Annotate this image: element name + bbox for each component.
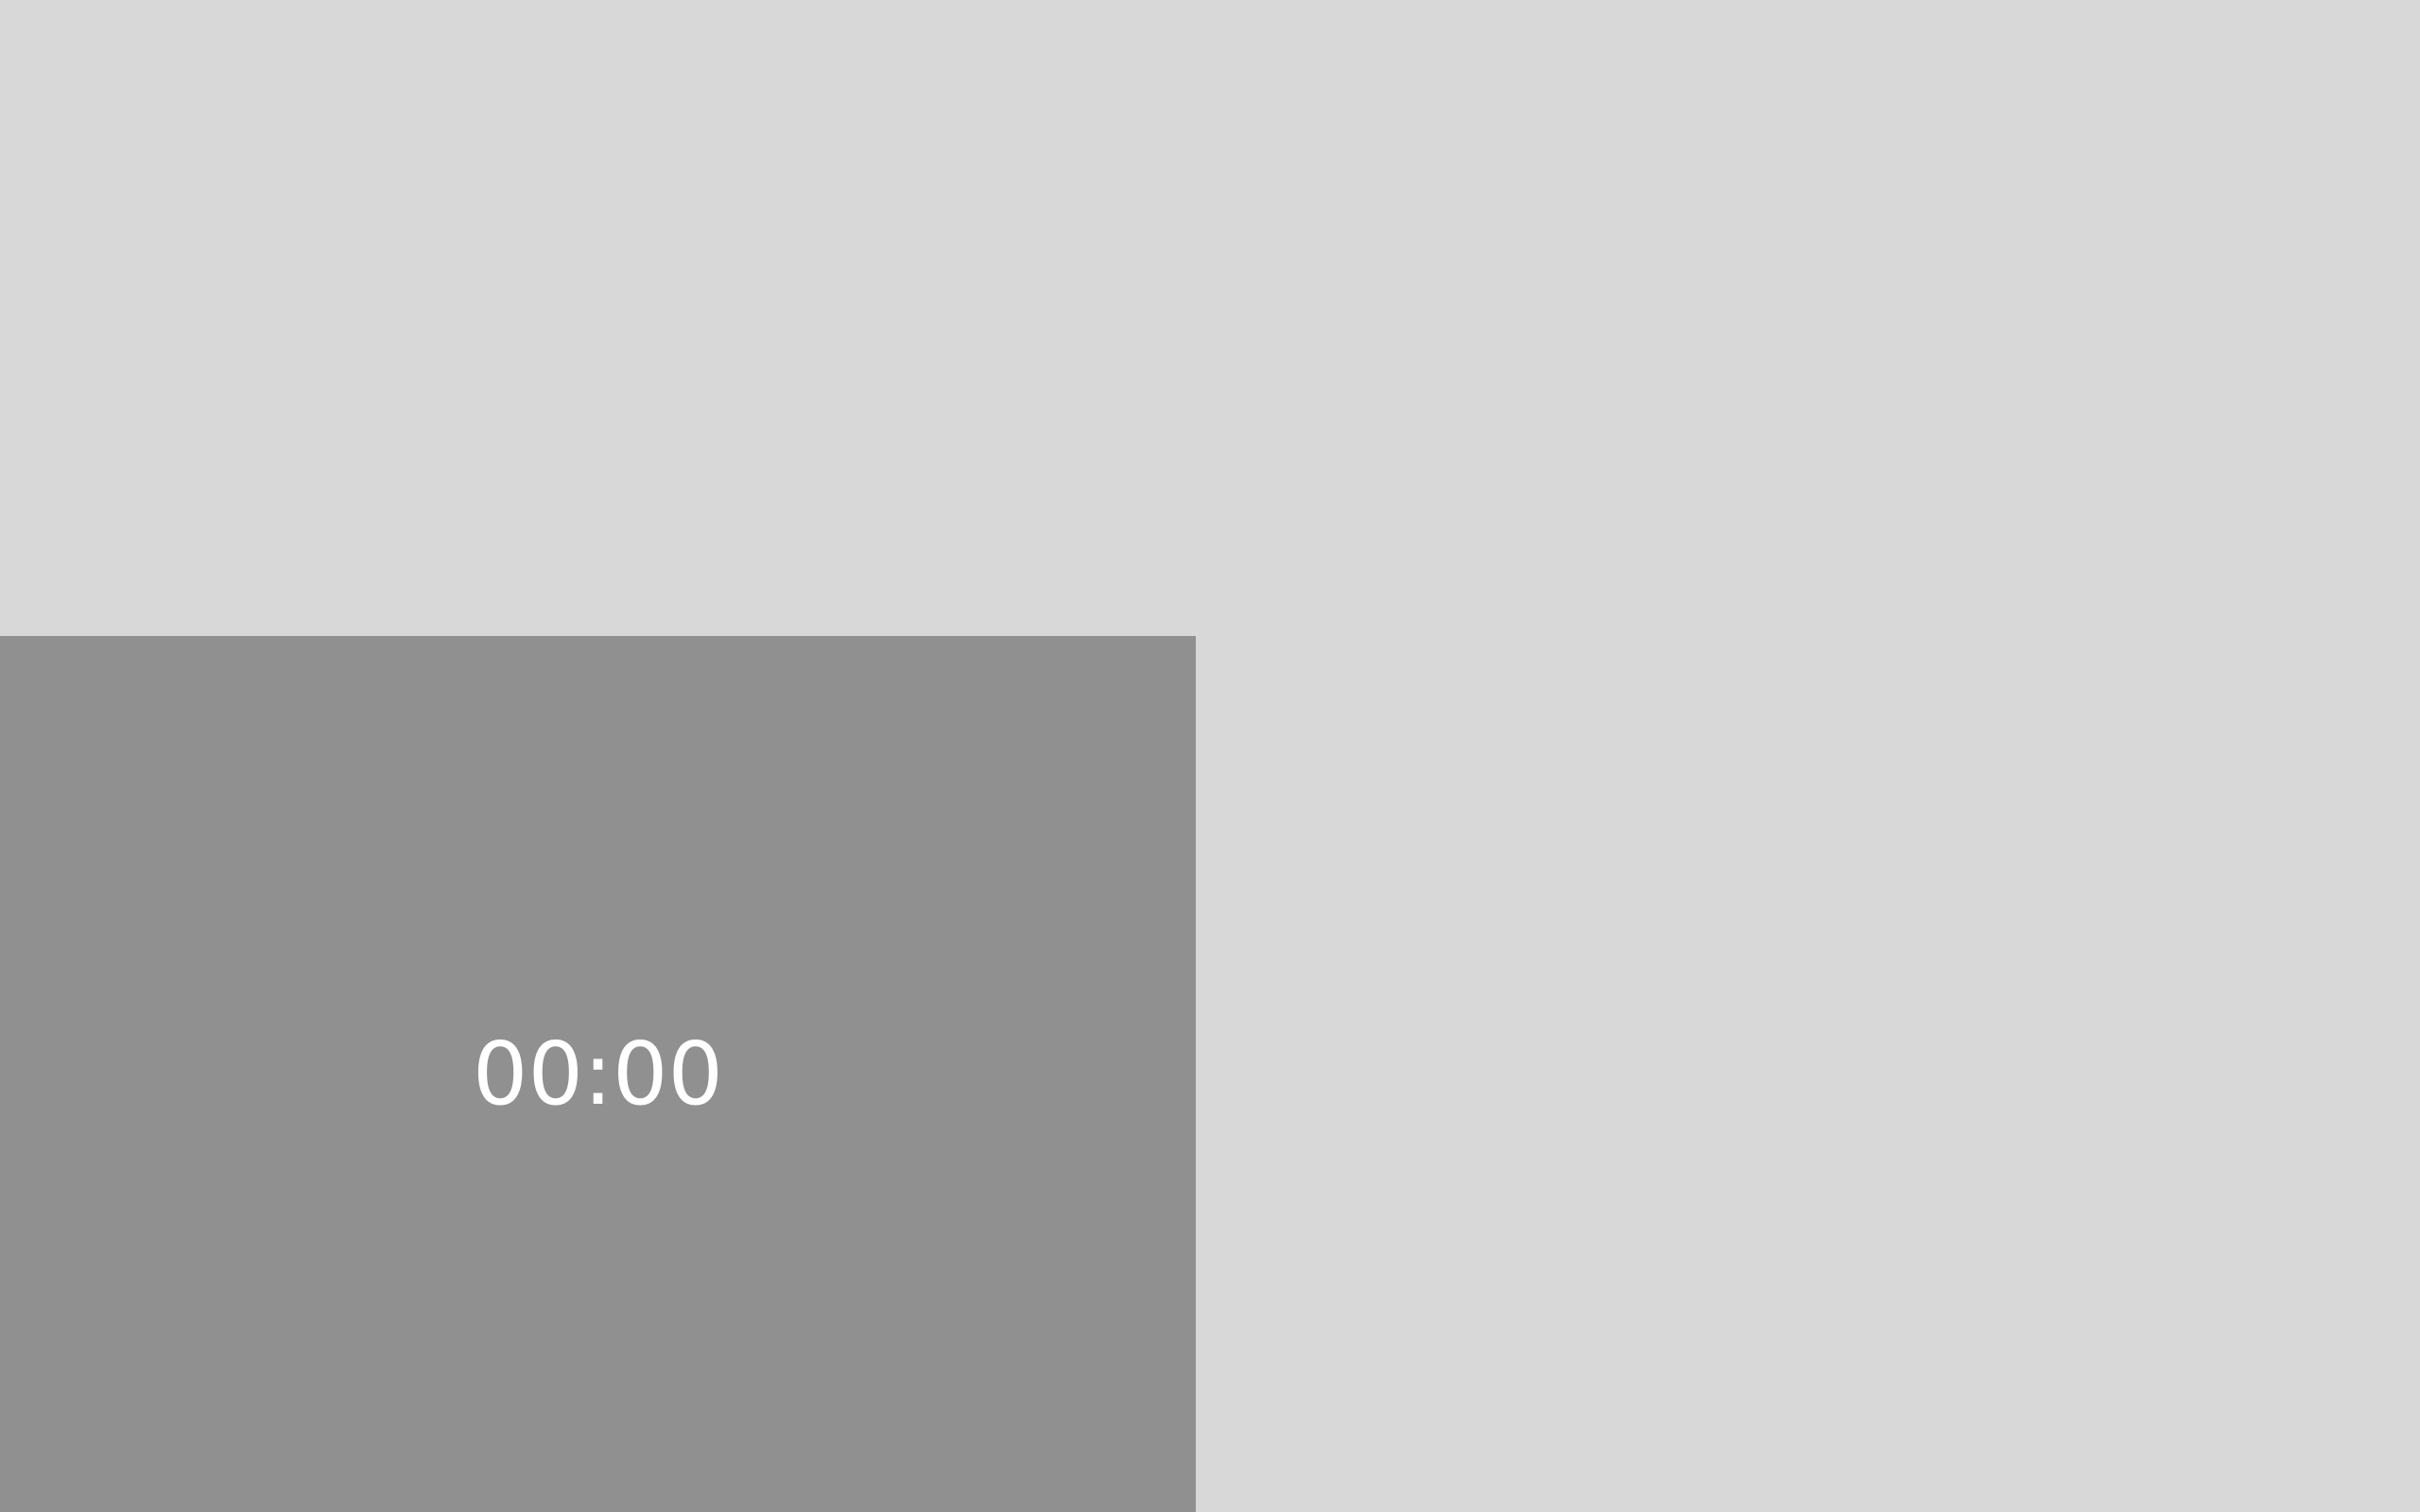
timer-display: 00:00 <box>472 1022 724 1125</box>
timer-panel: 00:00 <box>0 636 1196 1512</box>
